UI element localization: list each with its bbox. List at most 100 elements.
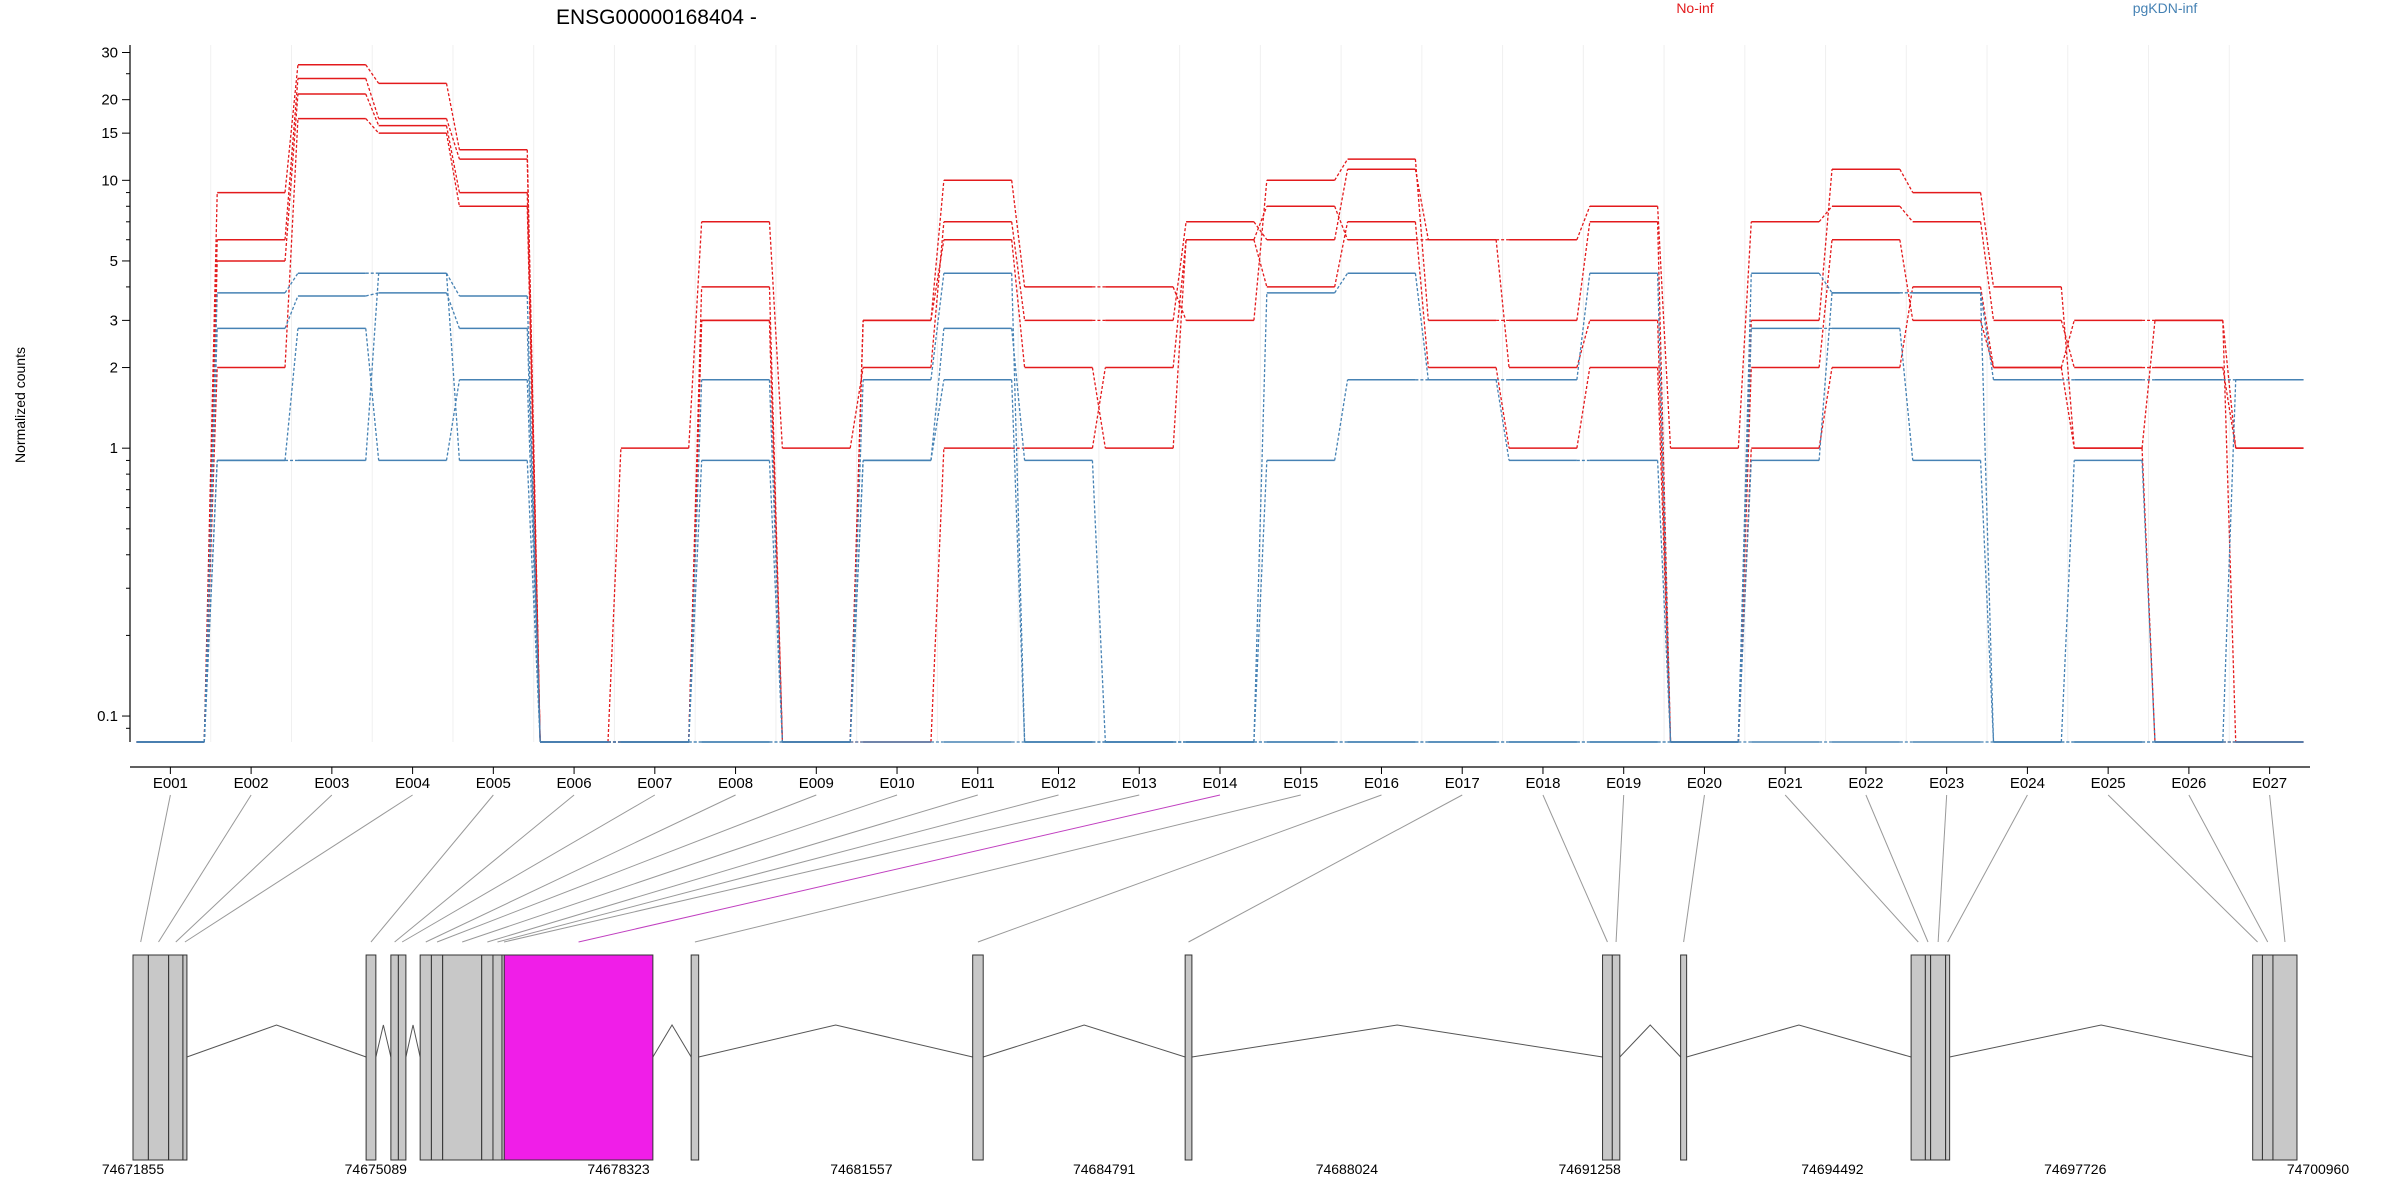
transition-e005: [526, 460, 541, 743]
transition-e023: [1979, 286, 1995, 368]
intron-4: [652, 1024, 692, 1058]
transition-e018: [1576, 206, 1591, 240]
transition-e015: [1334, 206, 1349, 240]
connector-e023: [1937, 794, 1948, 943]
y-tick-label-1: 1: [110, 440, 118, 457]
transition-e008: [768, 221, 784, 449]
x-tick-label-e003: E003: [314, 775, 349, 792]
connector-e018: [1542, 794, 1608, 943]
coord-label-74697726: 74697726: [2044, 1161, 2107, 1177]
transition-e001: [203, 460, 218, 743]
transition-e014: [1253, 239, 1268, 288]
series-no-inf-3: [136, 93, 2304, 743]
transition-e017: [1495, 379, 1510, 461]
connector-e015: [694, 794, 1301, 943]
x-tick-label-e011: E011: [961, 775, 995, 792]
transition-e011: [1011, 328, 1026, 461]
transition-e007: [688, 221, 703, 449]
exon-e025: [2252, 954, 2263, 1161]
connector-e003: [175, 794, 333, 943]
transition-e003: [365, 118, 380, 134]
transition-e025: [2141, 460, 2156, 743]
transition-e011: [1011, 379, 1026, 743]
transition-e003: [365, 93, 380, 126]
transition-e002: [284, 64, 299, 193]
transition-e016: [1414, 221, 1429, 368]
transition-e008: [768, 460, 784, 743]
series-pgkdn-inf-7: [136, 292, 2304, 743]
intron-1: [186, 1024, 367, 1058]
exon-e007: [397, 954, 407, 1161]
exon-e008: [419, 954, 432, 1161]
exon-e001: [132, 954, 149, 1161]
transition-e016: [1414, 169, 1429, 240]
y-tick-label-10: 10: [101, 172, 118, 189]
transition-e004: [445, 379, 461, 461]
connector-e017: [1188, 794, 1463, 943]
connector-e021: [1784, 794, 1919, 943]
series-no-inf-1: [136, 64, 2304, 743]
transition-e018: [1576, 320, 1591, 368]
intron-3: [405, 1024, 421, 1058]
transition-e010: [930, 448, 945, 743]
transition-e023: [1979, 192, 1995, 287]
transition-e011: [1011, 180, 1026, 287]
exon-connectors: [140, 794, 2286, 943]
connector-e016: [977, 794, 1382, 943]
transition-e024: [2060, 320, 2075, 368]
connector-e026: [2188, 794, 2269, 943]
transition-e015: [1334, 221, 1349, 288]
exon-e005: [365, 954, 377, 1161]
transition-e024: [2060, 460, 2075, 743]
connector-e022: [1865, 794, 1929, 943]
transition-e002: [284, 118, 299, 368]
series-pgkdn-inf-6: [136, 292, 2304, 743]
series-no-inf-2: [136, 77, 2304, 743]
exon-e006: [390, 954, 399, 1161]
exon-e002: [147, 954, 170, 1161]
x-tick-label-e002: E002: [234, 775, 269, 792]
transition-e021: [1818, 367, 1833, 449]
transition-e004: [445, 118, 461, 160]
coord-label-74678323: 74678323: [587, 1161, 650, 1177]
transition-e005: [526, 328, 541, 743]
x-tick-label-e016: E016: [1364, 775, 1399, 792]
transition-e004: [445, 83, 461, 150]
intron-5: [698, 1024, 973, 1058]
connector-e024: [1947, 794, 2028, 943]
exon-e023: [1930, 954, 1947, 1161]
x-tick-label-e025: E025: [2091, 775, 2126, 792]
transition-e026: [2222, 367, 2237, 449]
transition-e011: [1011, 239, 1026, 368]
coord-label-74700960: 74700960: [2287, 1161, 2350, 1177]
transition-e003: [365, 273, 380, 461]
exon-e026: [2261, 954, 2274, 1161]
x-tick-label-e004: E004: [395, 775, 430, 792]
exon-e022: [1924, 954, 1932, 1161]
series-pgkdn-inf-5: [136, 272, 2304, 743]
series-lines: [136, 64, 2304, 743]
transition-e026: [2222, 379, 2237, 743]
y-tick-label-3: 3: [110, 312, 118, 329]
transition-e004: [445, 125, 461, 193]
x-tick-label-e017: E017: [1445, 775, 1480, 792]
transition-e015: [1334, 169, 1349, 240]
transition-e022: [1899, 239, 1914, 321]
transition-e026: [2222, 320, 2237, 743]
transition-e002: [284, 78, 299, 240]
transition-e012: [1091, 460, 1106, 743]
transition-e021: [1818, 292, 1833, 461]
y-tick-label-0-1: 0.1: [97, 708, 118, 725]
transition-e010: [930, 180, 945, 321]
x-tick-label-e023: E023: [1929, 775, 1964, 792]
intron-2: [375, 1024, 392, 1058]
connector-e005: [370, 794, 494, 943]
connector-e027: [2269, 794, 2286, 943]
x-tick-label-e007: E007: [637, 775, 672, 792]
transition-e013: [1172, 239, 1187, 368]
y-tick-label-20: 20: [101, 92, 118, 109]
exon-e009: [430, 954, 444, 1161]
gene-model: [132, 954, 2298, 1161]
gridlines: [210, 45, 2230, 742]
transition-e003: [365, 328, 380, 461]
